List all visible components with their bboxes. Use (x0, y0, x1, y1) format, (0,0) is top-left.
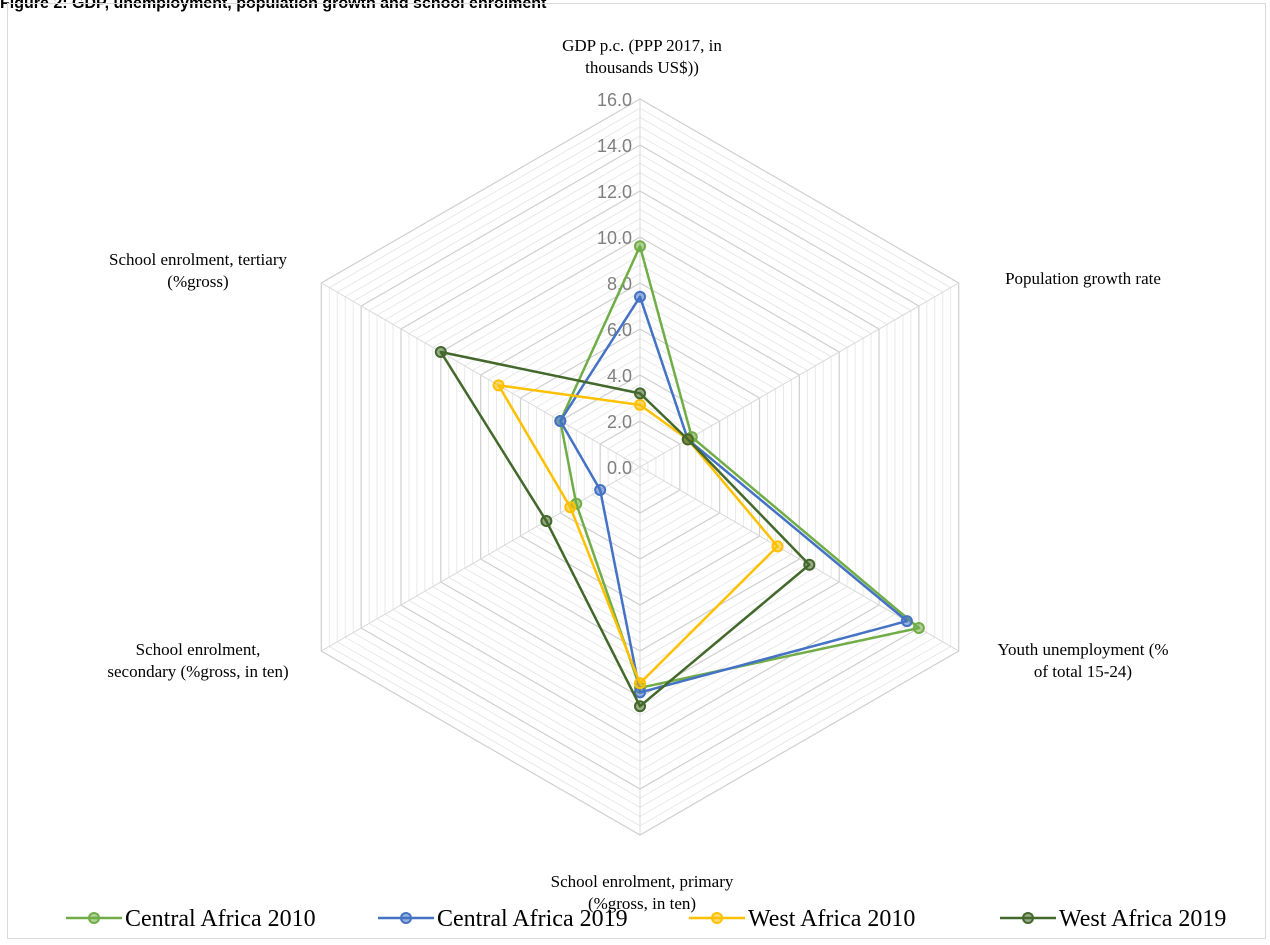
tick-label: 16.0 (597, 90, 632, 110)
legend-entry: Central Africa 2019 (378, 906, 628, 932)
legend-marker (400, 912, 412, 924)
series-line (439, 350, 811, 708)
data-point (681, 433, 694, 446)
data-point (634, 290, 646, 303)
legend-entry: West Africa 2010 (689, 906, 915, 932)
axis-label: School enrolment, primary (551, 872, 734, 891)
axis-label: (%gross) (167, 272, 228, 291)
figure-caption: Figure 2: GDP, unemployment, population … (0, 0, 547, 12)
series-west-africa-2019 (434, 346, 816, 713)
radar-grid (320, 98, 960, 836)
legend-label: West Africa 2010 (748, 906, 915, 932)
axis-label: (%gross, in ten) (588, 894, 696, 913)
legend-label: Central Africa 2019 (437, 906, 628, 932)
data-point (554, 415, 567, 427)
data-point (540, 515, 553, 528)
data-point (634, 240, 646, 253)
tick-label: 4.0 (607, 366, 632, 386)
tick-label: 10.0 (597, 228, 632, 248)
axis-label: Youth unemployment (% (997, 640, 1168, 659)
data-point (634, 398, 646, 411)
grid-spoke (321, 466, 641, 652)
axis-label: of total 15-24) (1034, 662, 1132, 681)
data-point (594, 484, 607, 496)
grid-spoke (321, 282, 641, 468)
data-point (492, 379, 505, 392)
axis-labels: GDP p.c. (PPP 2017, in thousands US$)) Pop… (107, 36, 1168, 913)
data-point (634, 387, 646, 400)
data-point (900, 615, 913, 628)
axis-label: School enrolment, tertiary (109, 250, 287, 269)
tick-label: 14.0 (597, 136, 632, 156)
chart-frame: 0.0 2.0 4.0 6.0 8.0 10.0 12.0 14.0 16.0 GDP p.c.… (7, 3, 1266, 939)
axis-label: secondary (%gross, in ten) (107, 662, 288, 681)
data-point (434, 346, 447, 358)
data-point (634, 700, 646, 713)
axis-label: thousands US$)) (585, 58, 699, 77)
data-point (564, 501, 577, 514)
axis-label: Population growth rate (1005, 269, 1161, 288)
tick-label: 2.0 (607, 412, 632, 432)
radar-chart: 0.02.04.06.08.010.012.014.016.0 GDP p.c.… (66, 36, 1226, 932)
axis-label: GDP p.c. (PPP 2017, in (562, 36, 722, 55)
legend: Central Africa 2010 Central Africa 2019 We… (66, 906, 1226, 932)
series-west-africa-2010 (492, 379, 784, 690)
legend-entry: West Africa 2019 (1000, 906, 1226, 932)
data-point (771, 540, 784, 553)
radial-tick-labels: 0.02.04.06.08.010.012.014.016.0 (597, 90, 632, 478)
legend-entry: Central Africa 2010 (66, 906, 316, 932)
data-point (803, 558, 816, 571)
tick-label: 12.0 (597, 182, 632, 202)
data-point (634, 677, 646, 690)
tick-label: 0.0 (607, 458, 632, 478)
legend-marker (711, 912, 723, 924)
legend-label: Central Africa 2010 (125, 906, 316, 932)
legend-label: West Africa 2019 (1059, 906, 1226, 932)
legend-marker (1022, 912, 1034, 924)
axis-label: School enrolment, (136, 640, 261, 659)
legend-marker (88, 912, 100, 924)
data-series (434, 240, 925, 713)
data-point (912, 622, 925, 634)
